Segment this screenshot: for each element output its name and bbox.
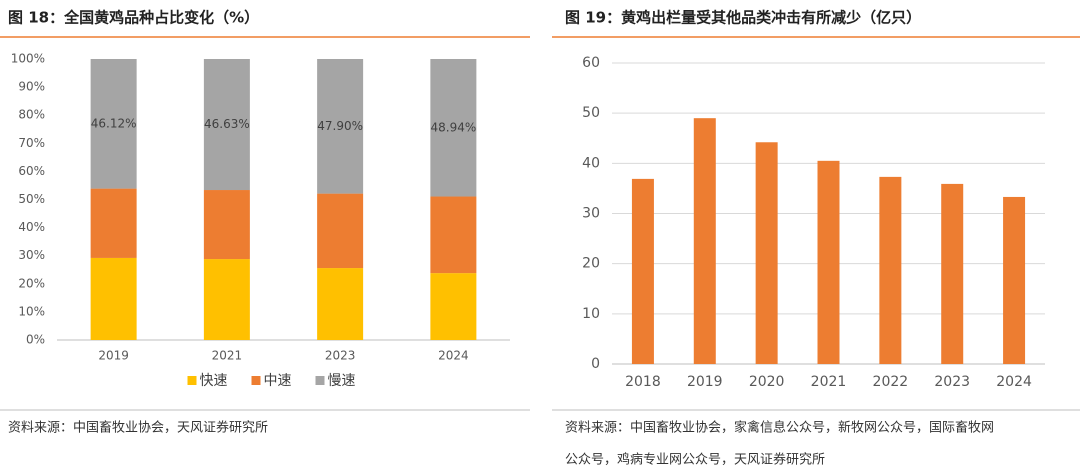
data-label: 46.12% <box>91 116 137 130</box>
source: 资料来源：中国畜牧业协会，天风证券研究所 <box>8 420 268 436</box>
y-tick-label: 0 <box>591 356 600 372</box>
source: 公众号，鸡病专业网公众号，天风证券研究所 <box>565 452 825 468</box>
legend-label: 快速 <box>200 373 228 389</box>
bar-segment <box>430 196 477 274</box>
y-tick-label: 60 <box>582 55 600 71</box>
y-tick-label: 40% <box>18 220 45 234</box>
data-label: 47.90% <box>317 119 363 133</box>
bar <box>693 118 716 364</box>
x-tick-label: 2019 <box>98 349 129 363</box>
bar-segment <box>317 268 364 340</box>
y-tick-label: 20% <box>18 276 45 290</box>
data-label: 48.94% <box>430 120 476 134</box>
x-tick-label: 2021 <box>212 349 243 363</box>
x-tick-label: 2021 <box>811 374 847 390</box>
legend-label: 中速 <box>264 373 292 389</box>
bar-segment <box>90 257 137 340</box>
y-tick-label: 50% <box>18 192 45 206</box>
y-tick-label: 70% <box>18 136 45 150</box>
bar <box>755 142 778 364</box>
bar <box>879 176 902 364</box>
bar-segment <box>430 59 477 197</box>
y-tick-label: 10% <box>18 304 45 318</box>
y-tick-label: 30% <box>18 248 45 262</box>
legend-swatch <box>187 376 197 385</box>
legend-swatch <box>251 376 261 385</box>
y-tick-label: 80% <box>18 108 45 122</box>
bar-segment <box>317 59 364 194</box>
y-tick-label: 30 <box>582 206 600 222</box>
bar-segment <box>317 193 364 269</box>
bar <box>1003 196 1026 364</box>
data-label: 46.63% <box>204 117 250 131</box>
x-tick-label: 2019 <box>687 374 723 390</box>
x-tick-label: 2018 <box>625 374 661 390</box>
bar <box>631 178 654 364</box>
legend-label: 慢速 <box>328 372 356 389</box>
y-tick-label: 0% <box>26 333 45 347</box>
y-tick-label: 60% <box>18 164 45 178</box>
bar-segment <box>203 259 250 340</box>
chart-title: 图 19：黄鸡出栏量受其他品类冲击有所减少（亿只） <box>565 9 921 27</box>
y-tick-label: 90% <box>18 80 45 94</box>
x-tick-label: 2023 <box>934 374 970 390</box>
x-tick-label: 2023 <box>325 349 356 363</box>
chart-title: 图 18：全国黄鸡品种占比变化（%） <box>8 9 259 27</box>
y-tick-label: 20 <box>582 256 600 272</box>
y-tick-label: 10 <box>582 306 600 322</box>
bar-segment <box>430 273 477 340</box>
x-tick-label: 2022 <box>873 374 909 390</box>
legend-swatch <box>315 376 325 385</box>
y-tick-label: 50 <box>582 105 600 121</box>
bar-segment <box>203 59 250 191</box>
x-tick-label: 2024 <box>438 349 469 363</box>
bar <box>941 183 964 364</box>
bar-segment <box>90 59 137 189</box>
bar-segment <box>90 188 137 258</box>
source: 资料来源：中国畜牧业协会，家禽信息公众号，新牧网公众号，国际畜牧网 <box>565 420 994 436</box>
bar <box>817 160 840 364</box>
x-tick-label: 2020 <box>749 374 785 390</box>
y-tick-label: 40 <box>582 155 600 171</box>
bar-segment <box>203 190 250 260</box>
x-tick-label: 2024 <box>996 374 1032 390</box>
y-tick-label: 100% <box>11 52 45 66</box>
